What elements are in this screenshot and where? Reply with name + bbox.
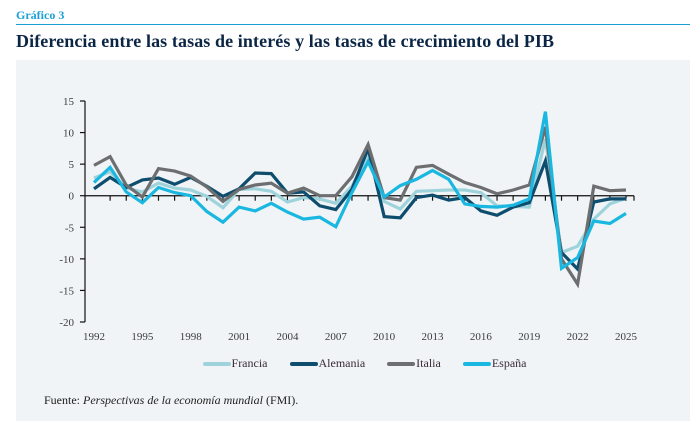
figure-number: Gráfico 3	[16, 8, 65, 22]
x-tick-label: 1998	[180, 331, 203, 343]
legend-label: Italia	[416, 356, 441, 370]
y-tick-label: -5	[65, 222, 75, 234]
axes: 15 10 5 0 -5 -10 -15 -20 1992 1995 1998 2001 2004 200…	[59, 96, 637, 343]
series-line-alemania	[93, 143, 626, 273]
legend-item-espana: España	[462, 356, 527, 371]
x-tick-label: 2025	[615, 331, 638, 343]
chart-panel	[16, 60, 690, 421]
y-tick-label: 15	[63, 96, 75, 108]
source-suffix: (FMI).	[262, 393, 299, 407]
legend-item-alemania: Alemania	[289, 356, 366, 371]
y-tick-label: 10	[63, 128, 75, 140]
source-title: Perspectivas de la economía mundial	[83, 393, 263, 407]
legend-label: España	[491, 356, 527, 370]
legend-swatch	[462, 361, 491, 366]
y-tick-label: 0	[69, 191, 75, 203]
chart-title: Diferencia entre las tasas de interés y …	[16, 31, 555, 51]
x-tick-label: 2001	[228, 331, 250, 343]
x-tick-label: 2016	[470, 331, 493, 343]
x-tick-label: 2010	[373, 331, 396, 343]
x-tick-label: 1992	[83, 331, 105, 343]
source-prefix: Fuente:	[44, 393, 83, 407]
legend-label: Francia	[231, 356, 268, 370]
x-tick-label: 2022	[567, 331, 589, 343]
x-tick-label: 2007	[325, 331, 348, 343]
x-tick-label: 2013	[422, 331, 445, 343]
legend: Francia Alemania Italia España	[0, 356, 699, 371]
y-tick-label: -20	[59, 317, 74, 329]
header-rule	[16, 24, 690, 25]
y-tick-label: 5	[69, 159, 75, 171]
y-tick-label: -15	[59, 285, 74, 297]
y-tick-label: -10	[59, 254, 74, 266]
x-tick-label: 1995	[131, 331, 154, 343]
x-tick-label: 2019	[518, 331, 541, 343]
legend-item-francia: Francia	[202, 356, 268, 371]
source-note: Fuente: Perspectivas de la economía mund…	[44, 393, 298, 408]
legend-item-italia: Italia	[387, 356, 441, 371]
legend-swatch	[202, 361, 231, 366]
x-tick-label: 2004	[276, 331, 299, 343]
legend-swatch	[289, 361, 318, 366]
series-line-espana	[92, 111, 627, 272]
legend-label: Alemania	[318, 356, 366, 370]
series-group	[92, 111, 627, 289]
legend-swatch	[387, 361, 416, 366]
